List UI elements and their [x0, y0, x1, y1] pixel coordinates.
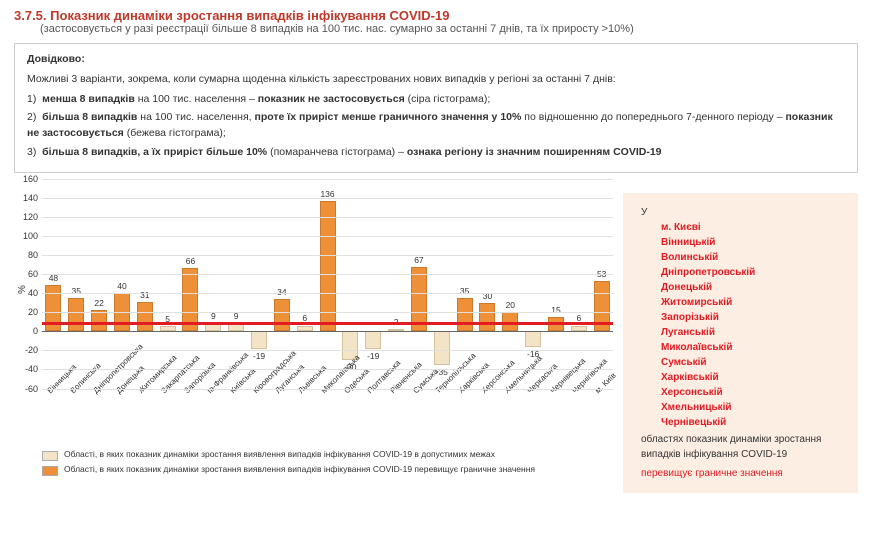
grid-line — [42, 198, 613, 199]
legend-text-within: Області, в яких показник динаміки зроста… — [64, 449, 495, 461]
bar-value-label: 30 — [483, 291, 492, 301]
region-item: Вінницькій — [661, 235, 840, 250]
y-tick: 0 — [20, 326, 38, 336]
info-item: 3) більша 8 випадків, а їх приріст більш… — [27, 145, 845, 161]
bar — [479, 303, 495, 332]
section-number: 3.7.5. — [14, 8, 47, 23]
region-item: Житомирській — [661, 295, 840, 310]
bar — [457, 298, 473, 331]
grid-line — [42, 293, 613, 294]
region-item: Чернівецькій — [661, 415, 840, 430]
y-tick: 140 — [20, 193, 38, 203]
grid-line — [42, 255, 613, 256]
bar-value-label: 31 — [140, 290, 149, 300]
info-box: Довідково: Можливі 3 варіанти, зокрема, … — [14, 43, 858, 173]
region-list: м. КиєвіВінницькійВолинськійДніпропетров… — [641, 220, 840, 430]
grid-line — [42, 350, 613, 351]
info-item: 1) менша 8 випадків на 100 тис. населенн… — [27, 92, 845, 108]
bar-value-label: 15 — [551, 305, 560, 315]
region-item: Миколаївській — [661, 340, 840, 355]
bar-value-label: 35 — [72, 286, 81, 296]
legend-item-within: Області, в яких показник динаміки зроста… — [42, 449, 613, 461]
bar — [68, 298, 84, 331]
grid-line — [42, 389, 613, 390]
y-tick: 160 — [20, 174, 38, 184]
threshold-line — [42, 322, 613, 325]
chart-legend: Області, в яких показник динаміки зроста… — [42, 449, 613, 476]
region-item: Хмельницькій — [661, 400, 840, 415]
zero-line — [42, 331, 613, 332]
y-tick: 120 — [20, 212, 38, 222]
bar — [251, 331, 267, 349]
region-item: Сумській — [661, 355, 840, 370]
region-item: Донецькій — [661, 280, 840, 295]
info-item: 2) більша 8 випадків на 100 тис. населен… — [27, 110, 845, 142]
bar — [525, 331, 541, 346]
grid-line — [42, 217, 613, 218]
bar — [137, 302, 153, 332]
y-tick: -60 — [20, 384, 38, 394]
header: 3.7.5. Показник динаміки зростання випад… — [0, 0, 872, 37]
grid-line — [42, 312, 613, 313]
bar-slot: 48 — [42, 179, 65, 389]
side-intro-prefix: У — [641, 207, 647, 218]
region-item: Запорізькій — [661, 310, 840, 325]
y-tick: -40 — [20, 364, 38, 374]
legend-item-exceeds: Області, в яких показник динаміки зроста… — [42, 464, 613, 476]
bar — [365, 331, 381, 349]
y-tick: -20 — [20, 345, 38, 355]
region-item: Луганській — [661, 325, 840, 340]
section-title: 3.7.5. Показник динаміки зростання випад… — [14, 8, 858, 23]
region-item: Харківській — [661, 370, 840, 385]
bar-value-label: 66 — [186, 256, 195, 266]
bar-value-label: 67 — [414, 255, 423, 265]
info-label: Довідково: — [27, 52, 845, 68]
bar-value-label: 20 — [506, 300, 515, 310]
bar-value-label: 35 — [460, 286, 469, 296]
grid-line — [42, 369, 613, 370]
legend-swatch-within — [42, 451, 58, 461]
y-tick: 60 — [20, 269, 38, 279]
y-tick: 100 — [20, 231, 38, 241]
legend-text-exceeds: Області, в яких показник динаміки зроста… — [64, 464, 535, 476]
bar — [274, 299, 290, 331]
bar-value-label: 22 — [94, 298, 103, 308]
region-item: Волинській — [661, 250, 840, 265]
grid-line — [42, 236, 613, 237]
section-title-text: Показник динаміки зростання випадків інф… — [50, 8, 449, 23]
y-tick: 40 — [20, 288, 38, 298]
side-below: перевищує граничне значення — [641, 466, 840, 481]
section-subtitle: (застосовується у разі реєстрації більше… — [14, 23, 858, 35]
info-intro: Можливі 3 варіанти, зокрема, коли сумарн… — [27, 72, 845, 88]
region-item: м. Києві — [661, 220, 840, 235]
grid-line — [42, 274, 613, 275]
legend-swatch-exceeds — [42, 466, 58, 476]
side-panel: У м. КиєвіВінницькійВолинськійДніпропетр… — [623, 193, 858, 493]
grid-line — [42, 179, 613, 180]
bar-value-label: 34 — [277, 287, 286, 297]
side-outro: областях показник динаміки зростання вип… — [641, 432, 840, 462]
y-tick: 20 — [20, 307, 38, 317]
x-labels: ВінницькаВолинськаДніпропетровськаДонець… — [42, 389, 613, 449]
region-item: Дніпропетровській — [661, 265, 840, 280]
y-tick: 80 — [20, 250, 38, 260]
region-item: Херсонській — [661, 385, 840, 400]
info-items: 1) менша 8 випадків на 100 тис. населенн… — [27, 92, 845, 161]
bar-chart: % 483522403156699-19346136-30-19267-3535… — [42, 179, 613, 389]
bar-value-label: 40 — [117, 281, 126, 291]
